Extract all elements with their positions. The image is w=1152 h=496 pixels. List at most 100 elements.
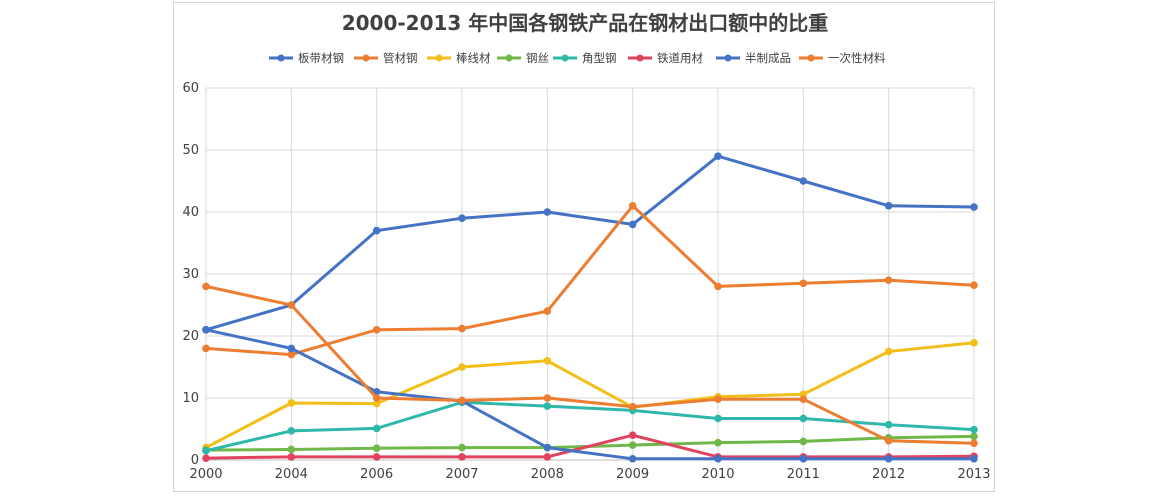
- data-point: [714, 152, 722, 160]
- data-point: [970, 339, 978, 347]
- data-point: [628, 431, 637, 440]
- legend-item[interactable]: 铁道用材: [628, 51, 703, 65]
- data-point: [714, 454, 722, 463]
- legend-item[interactable]: 板带材钢: [269, 51, 344, 65]
- legend-marker: [724, 54, 732, 62]
- data-point: [458, 324, 466, 333]
- x-tick-label: 2009: [616, 467, 649, 482]
- y-tick-label: 10: [182, 391, 199, 406]
- legend-item[interactable]: 棒线材: [427, 51, 491, 65]
- y-tick-label: 20: [182, 329, 199, 344]
- legend-label: 管材钢: [383, 51, 418, 65]
- x-tick-label: 2006: [360, 467, 393, 482]
- series-line: [204, 341, 976, 450]
- data-point: [714, 438, 722, 447]
- data-point: [458, 363, 466, 371]
- y-tick-label: 0: [191, 453, 199, 468]
- data-point: [287, 350, 296, 359]
- data-point: [884, 454, 893, 463]
- data-point: [287, 427, 296, 435]
- x-axis: 2000 2004 2006 2007 2008 2009 2010 2011 2012 2013: [189, 467, 990, 482]
- data-point: [543, 402, 552, 410]
- data-point: [543, 357, 552, 365]
- series-line: [204, 328, 976, 461]
- data-point: [458, 443, 466, 452]
- series-line: [204, 434, 976, 452]
- data-point: [543, 453, 552, 461]
- data-point: [543, 443, 552, 452]
- data-point: [287, 301, 296, 309]
- data-point: [970, 203, 978, 211]
- data-point: [372, 424, 381, 433]
- legend-item[interactable]: 管材钢: [354, 51, 418, 65]
- data-point: [799, 437, 808, 446]
- x-tick-label: 2004: [275, 467, 308, 482]
- data-point: [970, 439, 978, 448]
- legend-marker: [435, 54, 443, 62]
- data-point: [287, 399, 296, 407]
- legend-label: 板带材钢: [298, 51, 344, 65]
- data-point: [884, 276, 893, 285]
- data-point: [202, 282, 210, 291]
- chart-title: 2000-2013 年中国各钢铁产品在钢材出口额中的比重: [342, 11, 829, 35]
- series-group: [202, 152, 978, 463]
- line-chart: 2000-2013 年中国各钢铁产品在钢材出口额中的比重 板带材钢 管材钢 棒线材 钢…: [182, 11, 990, 482]
- data-point: [202, 326, 210, 334]
- data-point: [628, 454, 637, 463]
- data-point: [202, 454, 210, 462]
- chart-frame: 2000-2013 年中国各钢铁产品在钢材出口额中的比重 板带材钢 管材钢 棒线材 钢…: [173, 2, 995, 492]
- legend-marker: [561, 54, 569, 62]
- data-point: [628, 441, 637, 449]
- y-tick-label: 50: [182, 143, 199, 158]
- data-point: [970, 281, 978, 289]
- data-point: [543, 208, 552, 216]
- data-point: [287, 344, 296, 353]
- data-point: [372, 394, 381, 402]
- data-point: [628, 220, 637, 229]
- legend-marker: [807, 54, 815, 62]
- data-point: [543, 394, 552, 402]
- data-point: [543, 307, 552, 316]
- data-point: [799, 177, 808, 185]
- series-3: [202, 339, 978, 452]
- legend-item[interactable]: 钢丝: [497, 51, 549, 65]
- y-tick-label: 60: [182, 81, 199, 96]
- x-tick-label: 2011: [787, 467, 820, 482]
- data-point: [714, 395, 722, 404]
- legend-marker: [636, 54, 644, 62]
- x-tick-label: 2012: [872, 467, 905, 482]
- legend-item[interactable]: 一次性材料: [799, 51, 886, 65]
- series-line: [204, 284, 976, 445]
- data-point: [287, 453, 296, 461]
- data-point: [714, 282, 722, 291]
- data-point: [372, 399, 381, 408]
- x-tick-label: 2000: [189, 467, 222, 482]
- data-point: [799, 414, 808, 423]
- data-point: [884, 347, 893, 356]
- data-point: [202, 446, 210, 455]
- legend-label: 半制成品: [745, 51, 791, 65]
- legend-item[interactable]: 角型钢: [553, 51, 617, 65]
- legend-marker: [505, 54, 513, 62]
- data-point: [884, 202, 893, 210]
- data-point: [628, 402, 637, 411]
- data-point: [970, 454, 978, 463]
- legend-label: 一次性材料: [828, 51, 886, 65]
- data-point: [799, 395, 808, 404]
- data-point: [287, 445, 296, 454]
- series-line: [204, 204, 976, 357]
- legend-item[interactable]: 半制成品: [716, 51, 791, 65]
- legend-label: 铁道用材: [657, 51, 703, 65]
- x-tick-label: 2013: [957, 467, 990, 482]
- data-point: [372, 453, 381, 461]
- legend-label: 角型钢: [582, 51, 617, 65]
- legend: 板带材钢 管材钢 棒线材 钢丝 角型钢 铁道用材 半制成品 一次性材料: [269, 51, 886, 65]
- data-point: [884, 420, 893, 429]
- series-8: [202, 282, 978, 448]
- data-point: [372, 444, 381, 453]
- data-point: [202, 344, 210, 353]
- x-tick-label: 2010: [701, 467, 734, 482]
- data-point: [458, 214, 466, 222]
- series-2: [202, 202, 978, 359]
- x-tick-label: 2008: [531, 467, 564, 482]
